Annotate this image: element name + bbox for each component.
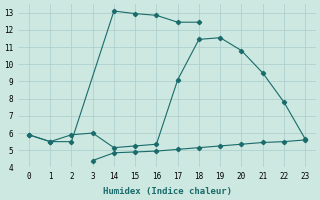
X-axis label: Humidex (Indice chaleur): Humidex (Indice chaleur)	[102, 187, 232, 196]
